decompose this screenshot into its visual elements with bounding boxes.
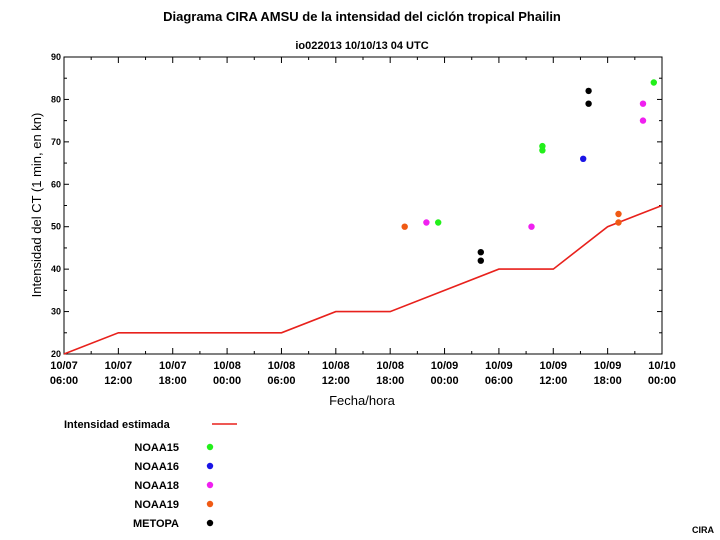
point-noaa18 <box>639 117 647 124</box>
estimated-intensity-line <box>63 204 663 355</box>
legend-label-noaa19: NOAA19 <box>134 499 179 511</box>
legend: Intensidad estimada NOAA15NOAA16NOAA18NO… <box>64 419 237 530</box>
legend-label-noaa15: NOAA15 <box>134 442 179 454</box>
y-tick-label: 60 <box>51 179 61 189</box>
legend-marker-noaa19 <box>206 500 214 508</box>
point-noaa15 <box>650 79 657 86</box>
x-tick-date: 10/08 <box>322 360 350 372</box>
x-tick-date: 10/10 <box>648 360 676 372</box>
point-noaa15 <box>435 219 442 226</box>
point-noaa16 <box>580 155 587 162</box>
point-noaa19 <box>401 223 408 230</box>
x-tick-time: 06:00 <box>267 375 295 387</box>
y-axis: 20 30 40 50 60 70 80 90 <box>51 52 662 359</box>
y-axis-label: Intensidad del CT (1 min, en kn) <box>29 113 44 298</box>
legend-marker-noaa15 <box>206 443 214 451</box>
x-tick-time: 06:00 <box>50 375 78 387</box>
x-axis: 10/07 06:00 10/07 12:00 10/07 18:00 10/08 00:00… <box>50 57 676 387</box>
y-tick-label: 30 <box>51 307 61 317</box>
y-tick-label: 80 <box>51 94 61 104</box>
point-noaa19 <box>615 210 622 218</box>
x-tick-time: 12:00 <box>322 375 350 387</box>
y-tick-label: 90 <box>51 52 61 62</box>
y-tick-label: 40 <box>51 264 61 274</box>
x-tick-date: 10/08 <box>213 360 241 372</box>
chart-title: Diagrama CIRA AMSU de la intensidad del … <box>163 9 561 24</box>
x-tick-date: 10/09 <box>431 360 459 372</box>
legend-marker-metopa <box>206 519 214 527</box>
legend-marker-noaa16 <box>206 462 214 470</box>
x-tick-date: 10/08 <box>268 360 296 372</box>
x-tick-date: 10/09 <box>594 360 622 372</box>
plot-frame <box>63 56 663 355</box>
x-axis-label: Fecha/hora <box>329 393 396 408</box>
x-tick-time: 18:00 <box>594 375 622 387</box>
point-noaa15 <box>539 147 546 154</box>
point-metopa <box>585 100 592 107</box>
legend-series: NOAA15 NOAA16 NOAA18 NOAA19 METOPA <box>133 442 214 530</box>
x-tick-date: 10/07 <box>50 360 78 372</box>
x-tick-time: 00:00 <box>430 375 458 387</box>
x-tick-time: 00:00 <box>213 375 241 387</box>
x-tick-time: 18:00 <box>376 375 404 387</box>
point-metopa <box>477 249 484 256</box>
x-tick-time: 12:00 <box>539 375 567 387</box>
legend-label-metopa: METOPA <box>133 518 179 530</box>
legend-label-noaa18: NOAA18 <box>134 480 179 492</box>
x-tick-time: 12:00 <box>104 375 132 387</box>
x-tick-date: 10/09 <box>540 360 568 372</box>
point-metopa <box>585 87 592 95</box>
point-noaa18 <box>639 100 647 107</box>
y-tick-label: 50 <box>51 222 61 232</box>
x-tick-time: 00:00 <box>648 375 676 387</box>
legend-label-noaa16: NOAA16 <box>134 461 179 473</box>
x-tick-date: 10/09 <box>485 360 513 372</box>
x-tick-time: 06:00 <box>485 375 513 387</box>
point-noaa18 <box>423 219 430 226</box>
satellite-points <box>401 79 657 264</box>
x-tick-time: 18:00 <box>159 375 187 387</box>
chart-subtitle: io022013 10/10/13 04 UTC <box>295 40 428 52</box>
x-tick-date: 10/07 <box>105 360 133 372</box>
legend-marker-noaa18 <box>206 481 214 489</box>
y-tick-label: 20 <box>51 349 61 359</box>
legend-label-estimated-intensity: Intensidad estimada <box>64 419 171 431</box>
point-noaa19 <box>615 219 622 226</box>
x-tick-date: 10/08 <box>376 360 404 372</box>
x-tick-date: 10/07 <box>159 360 187 372</box>
credit-label: CIRA <box>692 525 714 535</box>
point-metopa <box>477 257 484 264</box>
y-tick-label: 70 <box>51 137 61 147</box>
point-noaa18 <box>528 223 535 230</box>
